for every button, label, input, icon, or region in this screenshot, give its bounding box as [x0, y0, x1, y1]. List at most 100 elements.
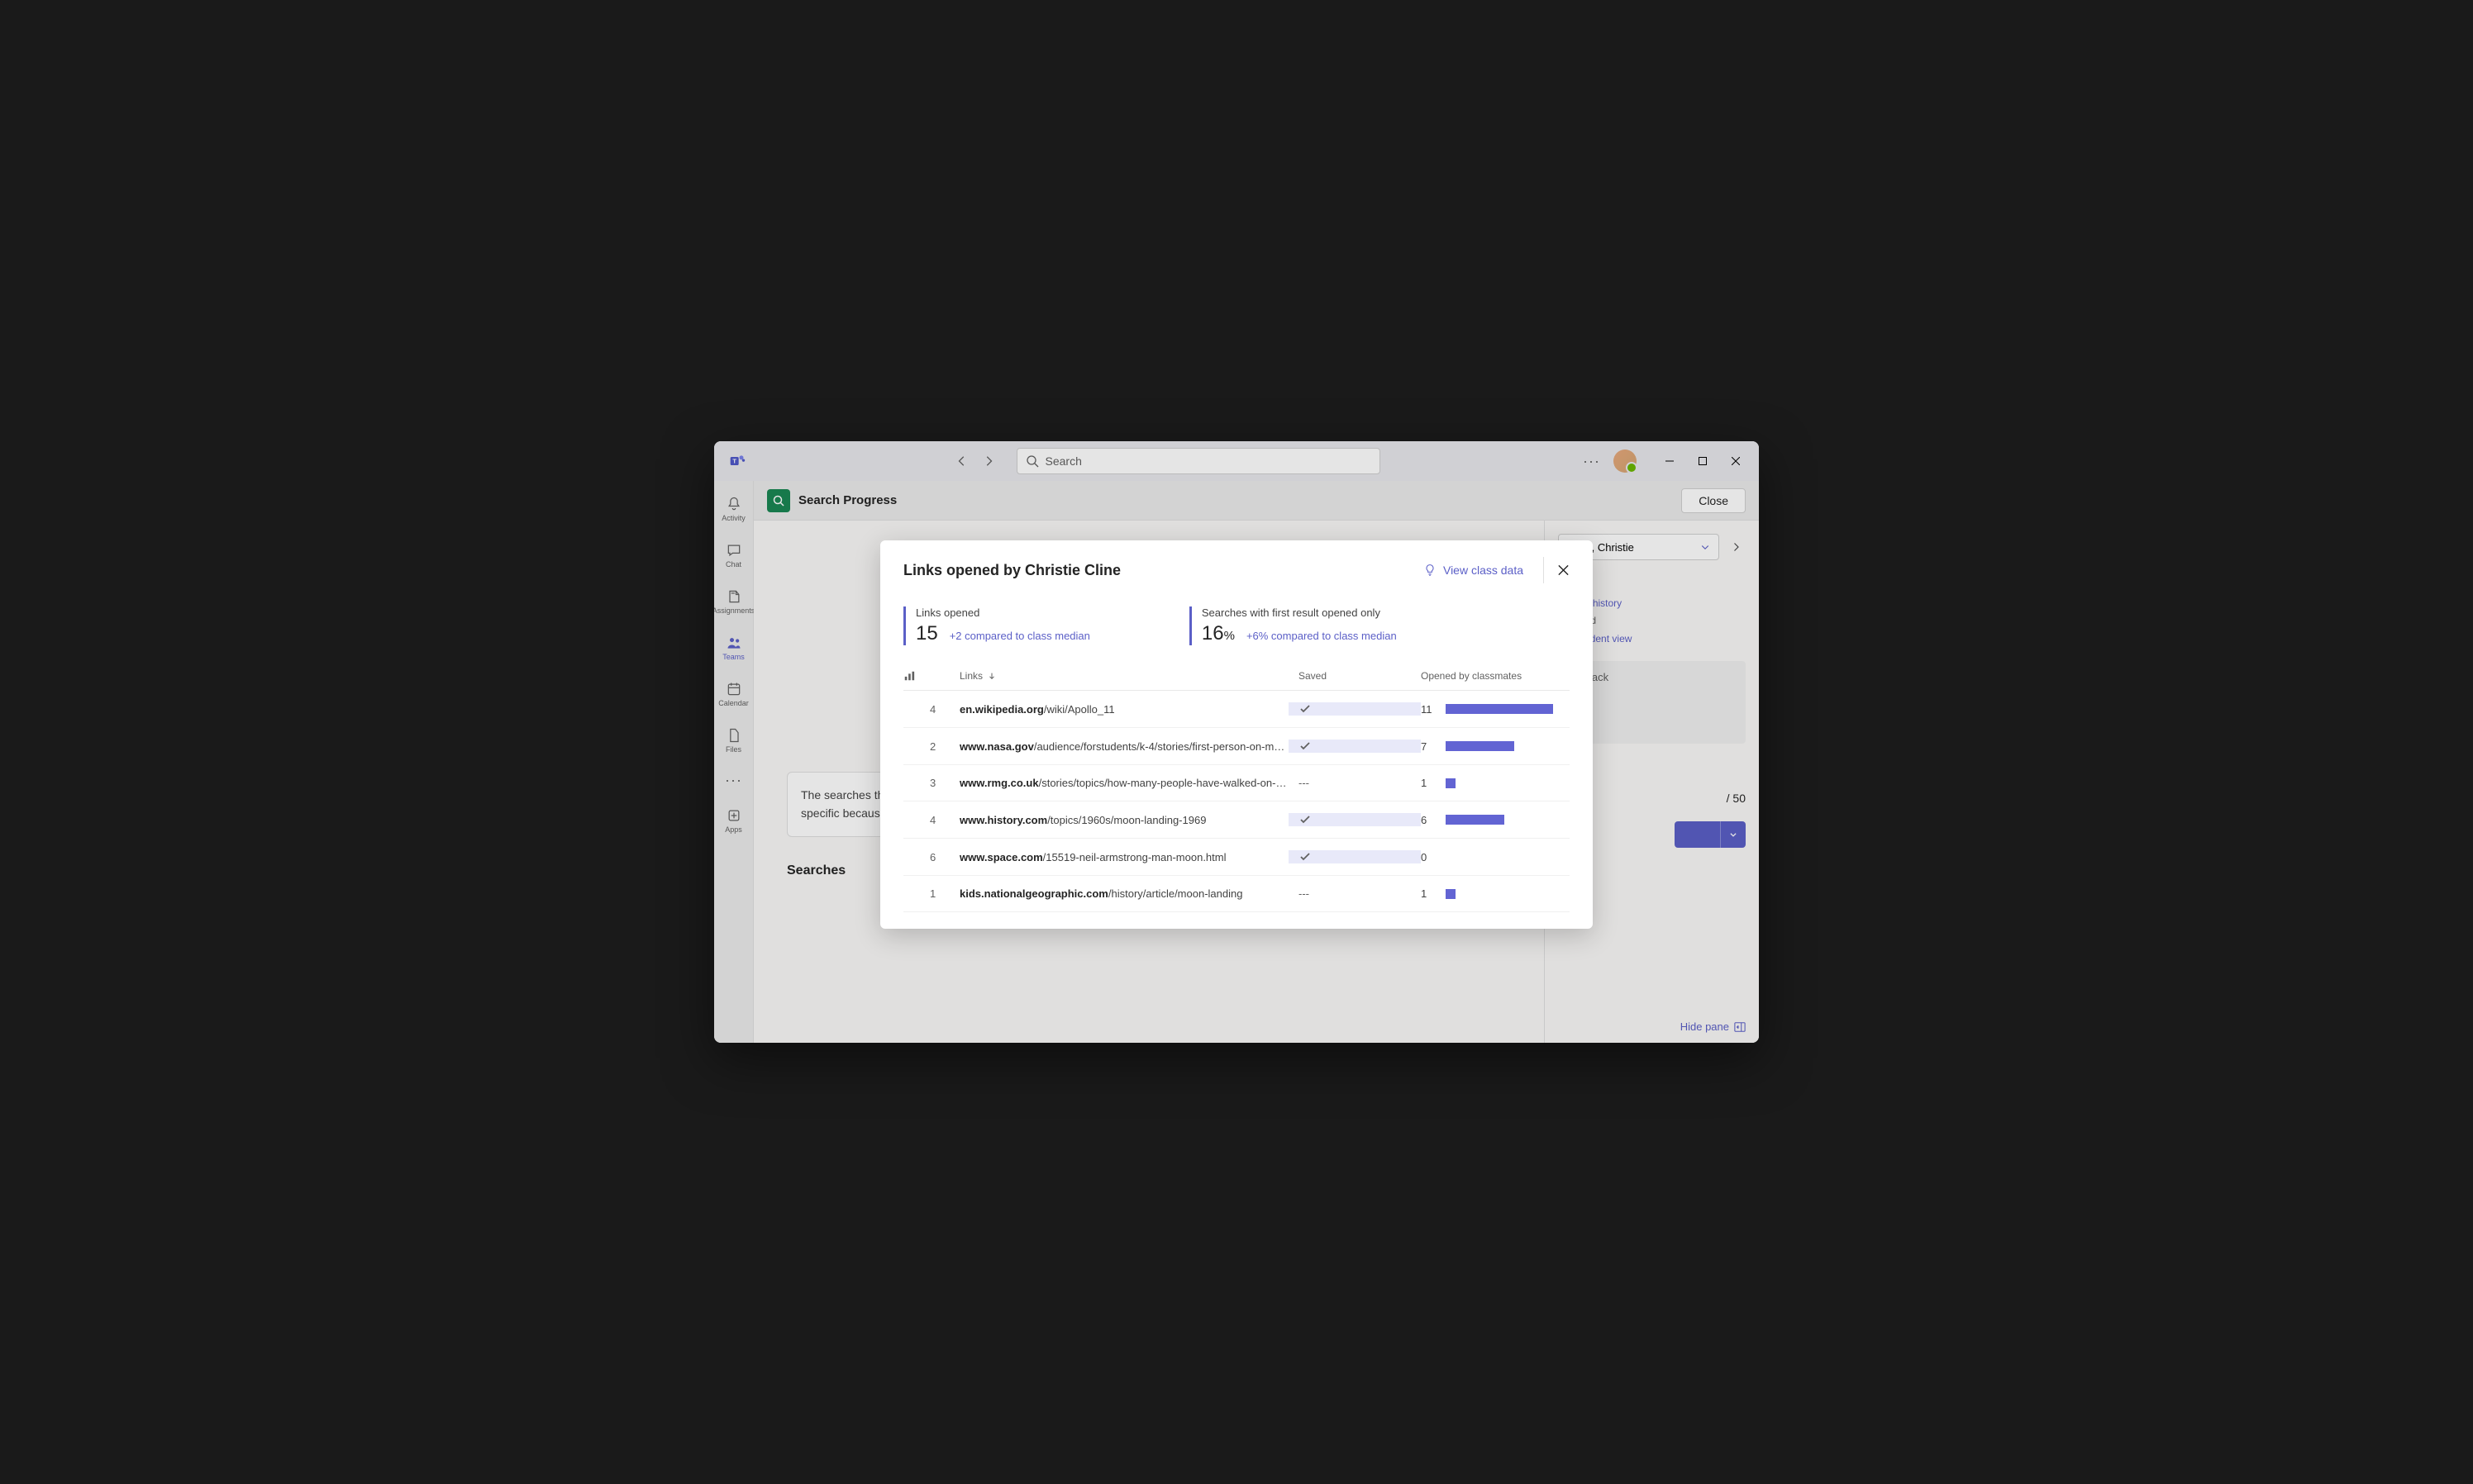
- row-opened: 6: [1421, 814, 1570, 826]
- chevron-down-icon: [1700, 542, 1710, 552]
- close-button[interactable]: Close: [1681, 488, 1746, 513]
- hide-pane-icon: [1734, 1021, 1746, 1033]
- row-count: 4: [930, 703, 950, 716]
- return-dropdown-button[interactable]: [1720, 821, 1746, 848]
- row-link: en.wikipedia.org/wiki/Apollo_11: [950, 703, 1289, 716]
- table-header: Links Saved Opened by classmates: [903, 662, 1570, 691]
- stat-links-compare: +2 compared to class median: [950, 630, 1090, 642]
- apps-icon: [726, 807, 742, 824]
- rail-more-button[interactable]: ···: [725, 772, 742, 789]
- close-window-button[interactable]: [1719, 448, 1752, 474]
- search-input[interactable]: Search: [1017, 448, 1380, 474]
- row-saved: [1289, 813, 1421, 826]
- search-placeholder: Search: [1046, 454, 1082, 468]
- titlebar: T Search ···: [714, 441, 1759, 481]
- searches-heading: Searches: [787, 863, 846, 878]
- table-row[interactable]: 3www.rmg.co.uk/stories/topics/how-many-p…: [903, 765, 1570, 801]
- row-opened: 0: [1421, 851, 1570, 863]
- content-header: Search Progress Close: [754, 481, 1759, 521]
- view-class-data-link[interactable]: View class data: [1423, 564, 1523, 577]
- stat-first-compare: +6% compared to class median: [1246, 630, 1397, 642]
- minimize-button[interactable]: [1653, 448, 1686, 474]
- sort-down-icon: [988, 672, 996, 680]
- row-opened: 1: [1421, 777, 1570, 789]
- settings-more-button[interactable]: ···: [1580, 453, 1603, 470]
- row-link: www.space.com/15519-neil-armstrong-man-m…: [950, 851, 1289, 863]
- row-opened: 11: [1421, 703, 1570, 716]
- content-title: Search Progress: [798, 493, 897, 507]
- row-link: www.nasa.gov/audience/forstudents/k-4/st…: [950, 740, 1289, 753]
- row-count: 4: [930, 814, 950, 826]
- maximize-button[interactable]: [1686, 448, 1719, 474]
- window-controls: [1653, 448, 1752, 474]
- lightbulb-icon: [1423, 564, 1437, 577]
- table-row[interactable]: 2www.nasa.gov/audience/forstudents/k-4/s…: [903, 728, 1570, 765]
- row-link: www.history.com/topics/1960s/moon-landin…: [950, 814, 1289, 826]
- rail-apps[interactable]: Apps: [714, 799, 754, 842]
- row-count: 6: [930, 851, 950, 863]
- row-count: 1: [930, 887, 950, 900]
- row-saved: [1289, 850, 1421, 863]
- links-table: Links Saved Opened by classmates 4en.wik…: [880, 662, 1593, 929]
- return-button[interactable]: [1675, 821, 1720, 848]
- check-icon: [1298, 850, 1312, 863]
- row-saved: ---: [1289, 887, 1421, 900]
- modal-title: Links opened by Christie Cline: [903, 562, 1423, 579]
- stat-links-opened: Links opened 15 +2 compared to class med…: [903, 606, 1090, 645]
- row-link: www.rmg.co.uk/stories/topics/how-many-pe…: [950, 777, 1289, 789]
- row-saved: [1289, 740, 1421, 753]
- opened-column-header[interactable]: Opened by classmates: [1421, 670, 1570, 682]
- stat-first-value: 16: [1202, 622, 1224, 644]
- check-icon: [1298, 813, 1312, 826]
- bell-icon: [726, 496, 742, 512]
- search-icon: [1026, 454, 1039, 468]
- hide-pane-button[interactable]: Hide pane: [1680, 1020, 1746, 1033]
- stat-links-value: 15: [916, 622, 938, 645]
- teams-logo-icon: T: [727, 451, 747, 471]
- chart-toggle-button[interactable]: [903, 670, 930, 682]
- chevron-right-icon: [1731, 542, 1741, 552]
- table-row[interactable]: 4en.wikipedia.org/wiki/Apollo_11 11: [903, 691, 1570, 728]
- bar-chart-icon: [903, 670, 915, 682]
- app-rail: Activity Chat Assignments Teams Calendar…: [714, 481, 754, 1043]
- check-icon: [1298, 740, 1312, 753]
- files-icon: [726, 727, 742, 744]
- check-icon: [1298, 702, 1312, 716]
- row-link: kids.nationalgeographic.com/history/arti…: [950, 887, 1289, 900]
- row-saved: ---: [1289, 777, 1421, 789]
- search-progress-icon: [767, 489, 790, 512]
- rail-files[interactable]: Files: [714, 719, 754, 762]
- modal-header: Links opened by Christie Cline View clas…: [880, 540, 1593, 600]
- table-row[interactable]: 6www.space.com/15519-neil-armstrong-man-…: [903, 839, 1570, 876]
- table-row[interactable]: 1kids.nationalgeographic.com/history/art…: [903, 876, 1570, 912]
- nav-back-button[interactable]: [951, 449, 974, 473]
- row-count: 2: [930, 740, 950, 753]
- app-window: T Search ··· Activity: [714, 441, 1759, 1043]
- table-body: 4en.wikipedia.org/wiki/Apollo_11112www.n…: [903, 691, 1570, 912]
- svg-text:T: T: [732, 458, 736, 465]
- teams-icon: [726, 635, 742, 651]
- links-column-header[interactable]: Links: [950, 670, 1289, 682]
- close-icon: [1557, 564, 1570, 577]
- assignments-icon: [726, 588, 742, 605]
- user-avatar[interactable]: [1613, 449, 1637, 473]
- row-count: 3: [930, 777, 950, 789]
- stat-first-result: Searches with first result opened only 1…: [1189, 606, 1397, 645]
- stats-row: Links opened 15 +2 compared to class med…: [880, 600, 1593, 662]
- titlebar-right: ···: [1580, 448, 1752, 474]
- rail-calendar[interactable]: Calendar: [714, 673, 754, 716]
- row-saved: [1289, 702, 1421, 716]
- rail-activity[interactable]: Activity: [714, 488, 754, 530]
- rail-assignments[interactable]: Assignments: [714, 580, 754, 623]
- modal-close-button[interactable]: [1543, 557, 1570, 583]
- rail-teams[interactable]: Teams: [714, 626, 754, 669]
- saved-column-header[interactable]: Saved: [1289, 670, 1421, 682]
- row-opened: 7: [1421, 740, 1570, 753]
- table-row[interactable]: 4www.history.com/topics/1960s/moon-landi…: [903, 801, 1570, 839]
- next-student-button[interactable]: [1726, 537, 1746, 557]
- calendar-icon: [726, 681, 742, 697]
- nav-forward-button[interactable]: [977, 449, 1000, 473]
- row-opened: 1: [1421, 887, 1570, 900]
- links-modal: Links opened by Christie Cline View clas…: [880, 540, 1593, 929]
- rail-chat[interactable]: Chat: [714, 534, 754, 577]
